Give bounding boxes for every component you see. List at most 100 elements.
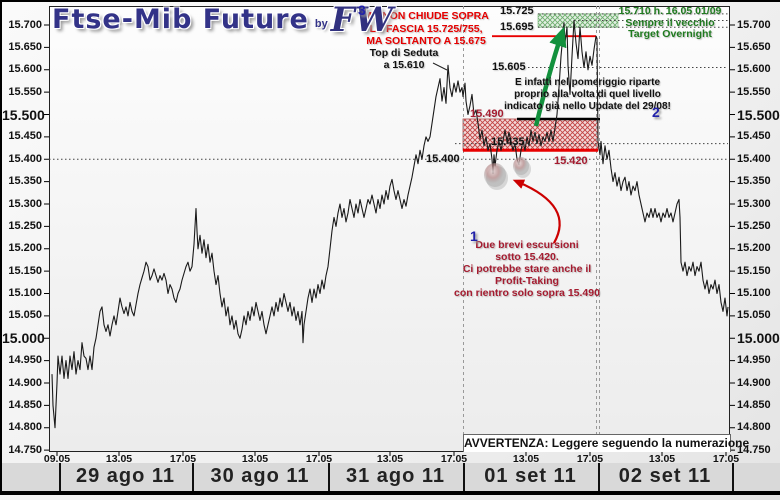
- x-tick-label: 17.05: [169, 453, 197, 465]
- marker-3: 3: [358, 2, 366, 18]
- y-tick-label: 14.850: [8, 398, 42, 411]
- y-tick-label: 14.800: [8, 421, 42, 434]
- x-tick-label: 17.05: [712, 453, 740, 465]
- y-tick-label: 15.050: [737, 309, 771, 322]
- y-tick-label: 15.000: [737, 330, 780, 347]
- x-tick-label: 13.05: [512, 453, 540, 465]
- y-tick-label: 15.700: [8, 18, 42, 31]
- y-tick-label: 14.750: [737, 443, 771, 456]
- day-label: 29 ago 11: [75, 465, 176, 487]
- x-tick-label: 17.05: [305, 453, 333, 465]
- annotation-line: indicato già nello Update del 29/08!: [504, 101, 671, 112]
- y-tick-label: 15.450: [8, 130, 42, 143]
- day-label: 02 set 11: [618, 465, 712, 487]
- annotation-line: a 15.610: [383, 58, 425, 71]
- annotation-line: E infatti nel pomeriggio riparte: [514, 77, 660, 88]
- price-line: [51, 19, 729, 429]
- day-separator: [59, 463, 61, 491]
- y-tick-label: 15.650: [8, 40, 42, 53]
- y-tick-label: 15.650: [737, 40, 771, 53]
- y-tick-label: 15.250: [8, 219, 42, 232]
- annotation-line: Ci potrebbe stare anche il: [462, 263, 592, 275]
- x-tick-label: 09.05: [43, 453, 71, 465]
- annotation-line: MA NON CHIUDE SOPRA: [363, 10, 489, 22]
- annotation-excursions: Due brevi escursioni sotto 15.420. Ci po…: [452, 239, 602, 299]
- annotation-afternoon-restart: E infatti nel pomeriggio riparte proprio…: [500, 77, 675, 113]
- brand-logo: FW: [330, 0, 394, 40]
- y-tick-label: 14.950: [8, 354, 42, 367]
- day-separator: [598, 463, 600, 491]
- warning-note: AVVERTENZA: Leggere seguendo la numerazi…: [463, 434, 750, 452]
- breakout-arrow: [533, 26, 567, 127]
- day-separator: [328, 463, 330, 491]
- x-tick-label: 13.05: [376, 453, 404, 465]
- annotation-overnight-target: 15.710 h. 16.05 01/09 Sempre il vecchio …: [608, 5, 732, 41]
- y-tick-label: 14.800: [737, 421, 771, 434]
- level-label-15420: 15.420: [554, 155, 588, 167]
- y-tick-label: 15.100: [737, 287, 771, 299]
- y-tick-label: 15.200: [8, 242, 42, 255]
- annotation-line: sotto 15.420.: [495, 251, 559, 263]
- y-tick-label: 15.200: [737, 242, 771, 255]
- marker-2: 2: [652, 104, 660, 120]
- y-tick-label: 15.350: [8, 175, 42, 188]
- top-seduta-pointer: [432, 62, 448, 71]
- annotation-line: proprio alla volta di quel livello: [514, 89, 661, 100]
- level-label-15490: 15.490: [470, 108, 504, 120]
- y-tick-label: 15.550: [737, 85, 771, 98]
- y-tick-label: 14.950: [737, 354, 771, 367]
- plot-area: [49, 6, 730, 452]
- annotation-session-top: Top di Seduta a 15.610: [368, 47, 440, 71]
- y-tick-label: 15.350: [737, 175, 771, 188]
- y-tick-label: 15.300: [8, 197, 42, 210]
- level-label-15435: 15.435: [491, 136, 525, 148]
- y-tick-label: 15.250: [737, 219, 771, 232]
- marker-1: 1: [470, 228, 478, 244]
- annotation-no-close-above: MA NON CHIUDE SOPRA LA FASCIA 15.725/755…: [360, 10, 492, 48]
- y-tick-label: 14.900: [8, 376, 42, 389]
- y-tick-label: 15.600: [737, 63, 771, 76]
- highlight-bubble: [513, 157, 529, 175]
- day-label: 30 ago 11: [210, 465, 310, 487]
- highlight-bubble: [484, 163, 506, 187]
- y-tick-label: 15.550: [8, 85, 42, 98]
- y-tick-label: 15.400: [8, 152, 42, 165]
- annotation-line: Target Overnight: [628, 28, 712, 40]
- annotation-line: MA SOLTANTO A 15.675: [366, 35, 486, 47]
- annotation-line: con rientro solo sopra 15.490: [454, 287, 600, 299]
- annotation-line: Profit-Taking: [495, 275, 559, 287]
- title-by: by: [314, 18, 328, 30]
- y-tick-label: 14.750: [8, 443, 42, 456]
- title-text: Ftse-Mib Future: [52, 4, 309, 35]
- y-tick-label: 15.700: [737, 18, 771, 31]
- y-tick-label: 15.000: [2, 330, 45, 347]
- y-tick-label: 14.900: [737, 376, 771, 389]
- x-tick-label: 17.05: [576, 453, 604, 465]
- y-tick-label: 15.050: [8, 309, 42, 322]
- level-label-15400: 15.400: [426, 153, 460, 165]
- y-tick-label: 15.150: [8, 264, 42, 277]
- frame-top-border: [0, 0, 780, 2]
- date-band: 29 ago 11 30 ago 11 31 ago 11 01 set 11 02 s…: [0, 463, 780, 491]
- x-tick-label: 17.05: [440, 453, 468, 465]
- chart-title: Ftse-Mib Future by FW: [52, 0, 393, 40]
- day-separator: [732, 463, 734, 491]
- x-tick-label: 13.05: [648, 453, 676, 465]
- day-label: 31 ago 11: [345, 465, 446, 487]
- day-separator: [192, 463, 194, 491]
- frame-bottom-border: [0, 491, 780, 495]
- annotation-line: Due brevi escursioni: [475, 239, 579, 251]
- annotation-line: Sempre il vecchio: [625, 16, 715, 29]
- y-tick-label: 15.400: [737, 152, 771, 165]
- y-tick-label: 15.600: [8, 63, 42, 76]
- annotation-line: Top di Seduta: [369, 47, 439, 59]
- x-tick-label: 13.05: [105, 453, 133, 465]
- day-separator: [463, 463, 465, 491]
- y-tick-label: 15.150: [737, 264, 771, 277]
- y-tick-label: 14.850: [737, 398, 771, 411]
- day-label: 01 set 11: [484, 465, 577, 487]
- y-tick-label: 15.450: [737, 130, 771, 143]
- y-tick-label: 15.500: [2, 106, 45, 123]
- annotation-line: 15.710 h. 16.05 01/09: [618, 5, 722, 17]
